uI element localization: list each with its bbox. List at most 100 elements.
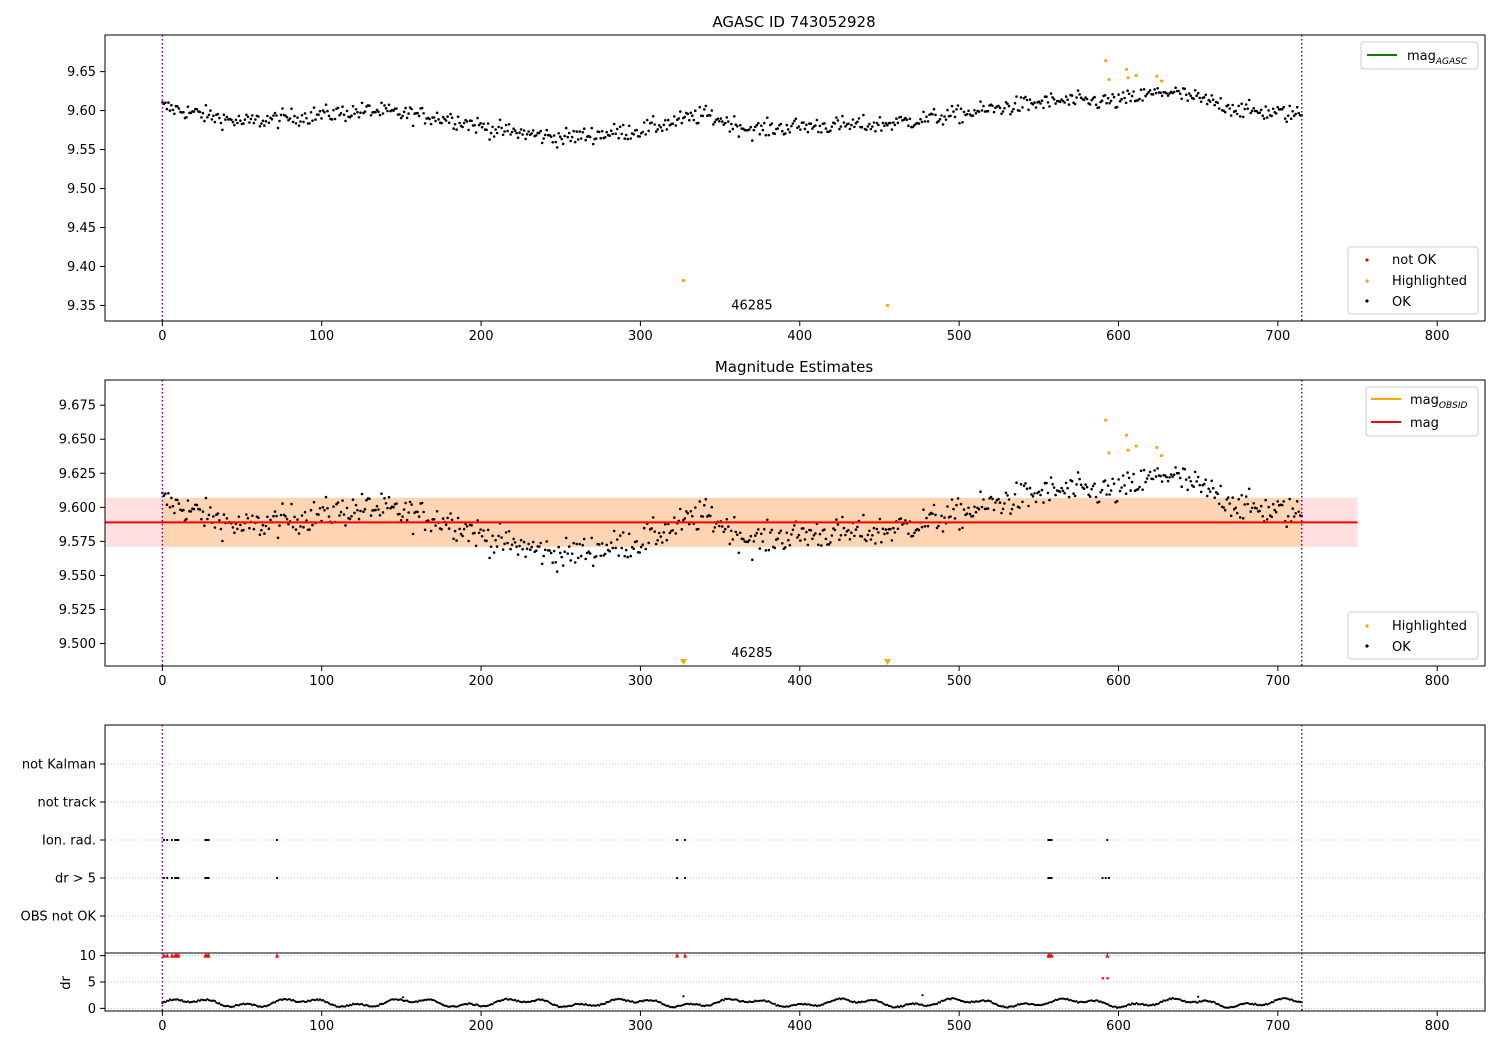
ok-point [645,118,649,122]
ok-point [950,104,954,108]
x-tick-label: 500 [947,674,972,689]
ok-point [1172,90,1176,94]
ok-point [932,503,936,507]
ok-point [656,539,659,542]
ok-point [1151,477,1155,481]
ok-point [886,124,889,127]
ok-point [590,536,593,540]
ok-point [599,554,602,558]
ok-point [731,127,735,131]
ok-point [608,550,611,553]
ok-point [1058,490,1062,494]
ok-point [540,562,544,566]
ok-point [793,524,796,527]
ok-point [790,533,793,536]
ok-point [1295,500,1299,503]
ok-point [1132,90,1135,93]
ok-point [296,116,299,119]
ok-point [727,525,730,528]
ok-point [1025,98,1029,102]
ok-point [510,543,514,547]
ok-point [865,128,868,132]
ok-point [219,527,223,531]
ok-point [377,508,380,511]
ok-point [263,124,266,127]
ok-point [1046,491,1050,495]
ok-point [1226,103,1230,107]
ok-point [578,130,581,133]
ok-point [922,508,925,512]
ok-point [959,107,963,110]
ok-point [961,121,964,124]
ok-point [560,555,563,559]
ok-point [1199,100,1203,103]
ok-point [1141,488,1144,492]
dr-gridlines [105,955,1485,1009]
ok-point [369,114,373,117]
x-axis: 0 100 200 300 400 500 600 700 800 [158,1011,1450,1034]
dr-point [1272,1001,1275,1004]
flag-point [675,876,679,880]
capped-dr-marker [675,953,680,958]
ok-point [1282,105,1285,109]
ok-point [434,524,437,527]
x-tick-label: 500 [947,329,972,344]
ok-point [967,109,970,113]
ok-point [452,127,455,130]
ok-point [200,517,203,521]
ok-point [519,128,523,131]
ok-point [525,547,529,551]
ok-point [407,112,410,115]
ok-point [239,523,242,527]
ok-point [530,545,533,549]
ok-point [209,109,212,112]
ok-point [537,545,541,548]
ok-point [654,130,658,133]
ok-point [221,128,224,132]
ok-point [698,500,702,503]
ok-point [584,138,587,142]
ok-point [1127,476,1131,480]
ok-point [661,129,664,132]
ok-point [1039,102,1042,105]
ok-point [785,531,789,534]
ok-point [1085,485,1089,489]
ok-point [862,513,865,517]
ok-point [576,556,580,560]
ok-point [1156,467,1159,470]
ok-point [1183,87,1186,91]
ok-point [1109,99,1113,103]
ok-point [1237,104,1240,108]
ok-point [907,124,910,127]
ok-point [724,527,727,531]
ok-point [1015,95,1018,98]
ok-point [730,122,733,126]
ok-point [659,535,663,538]
ok-point [1177,471,1180,475]
ok-point [1228,107,1231,110]
ok-point [281,502,284,505]
ok-point [955,108,958,111]
ok-point [290,502,293,506]
panel-title: Magnitude Estimates [715,358,873,376]
ok-point [925,516,928,520]
ok-point [892,526,895,530]
x-tick-label: 600 [1106,329,1131,344]
ok-point [569,559,572,562]
ok-point [1079,483,1083,487]
ok-point [302,120,305,124]
ok-point [1259,108,1263,112]
flag-row-label: OBS not OK [21,910,97,925]
ok-point [961,526,964,530]
ok-point [497,534,500,538]
ok-point [824,127,828,130]
obs-boundary-lines [161,35,1303,321]
ok-point [1052,486,1056,489]
dr-point [1107,1003,1110,1006]
y-tick-label: 9.60 [67,104,96,119]
ok-point [785,123,789,127]
ok-point [516,136,520,139]
ok-point [881,121,885,125]
ok-point [173,511,176,515]
ok-point [1196,475,1200,479]
